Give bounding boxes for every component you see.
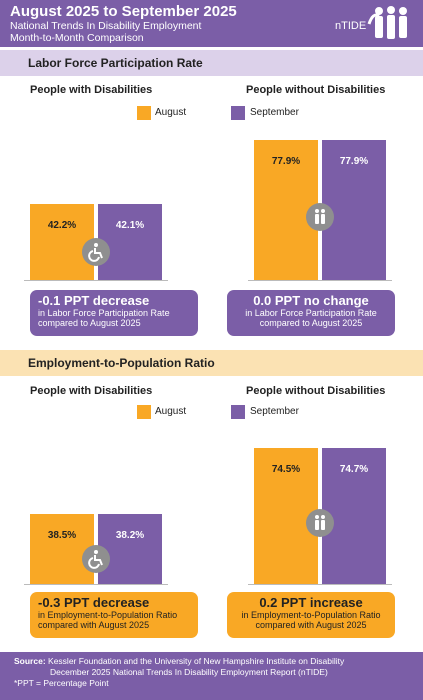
bar-value-label: 38.2%: [115, 530, 145, 542]
page-header: August 2025 to September 2025 National T…: [0, 0, 423, 47]
people-icon: [306, 202, 334, 231]
ppt-note: *PPT = Percentage Point: [14, 678, 109, 688]
legend-label-september-2: September: [250, 406, 299, 417]
subtitle-line-2: Month-to-Month Comparison: [10, 32, 144, 44]
bar-value-label: 42.1%: [115, 220, 145, 232]
bar-value-label: 74.7%: [339, 464, 369, 476]
legend-swatch-september-2: [231, 405, 245, 419]
summary-main: -0.1 PPT decrease: [38, 293, 150, 308]
summary-lfpr-without-disabilities: 0.0 PPT no change in Labor Force Partici…: [227, 290, 395, 336]
legend-label-august-1: August: [155, 107, 187, 118]
subtitle-line-1: National Trends In Disability Employment: [10, 20, 202, 32]
bar-september-with-disabilities: 42.1%: [98, 204, 162, 280]
summary-sub-2: compared to August 2025: [38, 318, 141, 328]
summary-epop-with-disabilities: -0.3 PPT decrease in Employment-to-Popul…: [30, 592, 198, 638]
legend-swatch-august-2: [137, 405, 151, 419]
bar-value-label: 77.9%: [271, 155, 301, 167]
bar-september-without-disabilities: 74.7%: [322, 448, 386, 584]
bar-value-label: 38.5%: [47, 529, 77, 541]
bar-value-label: 77.9%: [339, 155, 369, 167]
legend-swatch-september-1: [231, 106, 245, 120]
summary-main: -0.3 PPT decrease: [38, 595, 150, 610]
source-text-2: December 2025 National Trends In Disabil…: [50, 667, 328, 677]
legend-label-september-1: September: [250, 107, 299, 118]
bar-september-with-disabilities: 38.2%: [98, 514, 162, 584]
summary-sub-2: compared to August 2025: [259, 318, 363, 328]
wheelchair-icon: [82, 238, 110, 267]
ntide-logo: nTIDE: [335, 4, 415, 44]
chart-baseline: [248, 584, 392, 585]
summary-main: 0.0 PPT no change: [253, 293, 369, 308]
section-title-lfpr: Labor Force Participation Rate: [0, 50, 423, 76]
summary-sub-2: compared with August 2025: [38, 620, 150, 630]
legend-swatch-august-1: [137, 106, 151, 120]
people-icon: [306, 509, 334, 538]
group-title-with-disabilities-2: People with Disabilities: [30, 385, 153, 397]
summary-sub-1: in Employment-to-Population Ratio: [38, 610, 178, 620]
wheelchair-icon: [82, 545, 110, 574]
chart-baseline: [24, 280, 168, 281]
source-line-1: Source: Kessler Foundation and the Unive…: [14, 656, 409, 667]
bar-august-with-disabilities: 38.5%: [30, 513, 94, 584]
page-subtitle: National Trends In Disability Employment…: [10, 20, 310, 44]
chart-baseline: [24, 584, 168, 585]
page-title: August 2025 to September 2025: [10, 3, 237, 20]
legend-label-august-2: August: [155, 406, 187, 417]
group-title-with-disabilities-1: People with Disabilities: [30, 84, 153, 96]
summary-sub-1: in Employment-to-Population Ratio: [241, 610, 381, 620]
summary-main: 0.2 PPT increase: [259, 595, 363, 610]
people-logo-icon: [367, 6, 407, 39]
chart-baseline: [248, 280, 392, 281]
bar-value-label: 74.5%: [271, 464, 301, 476]
bar-value-label: 42.2%: [47, 220, 77, 232]
logo-text: nTIDE: [335, 20, 367, 32]
group-title-without-disabilities-1: People without Disabilities: [246, 84, 386, 96]
summary-sub-2: compared with August 2025: [255, 620, 367, 630]
page-footer: Source: Kessler Foundation and the Unive…: [0, 652, 423, 700]
bar-september-without-disabilities: 77.9%: [322, 139, 386, 280]
bar-august-with-disabilities: 42.2%: [30, 204, 94, 280]
summary-sub-1: in Labor Force Participation Rate: [38, 308, 170, 318]
group-title-without-disabilities-2: People without Disabilities: [246, 385, 386, 397]
source-label: Source:: [14, 656, 46, 666]
summary-sub-1: in Labor Force Participation Rate: [245, 308, 377, 318]
section-title-epop: Employment-to-Population Ratio: [0, 350, 423, 376]
summary-lfpr-with-disabilities: -0.1 PPT decrease in Labor Force Partici…: [30, 290, 198, 336]
source-text-1: Kessler Foundation and the University of…: [48, 656, 345, 666]
summary-epop-without-disabilities: 0.2 PPT increase in Employment-to-Popula…: [227, 592, 395, 638]
